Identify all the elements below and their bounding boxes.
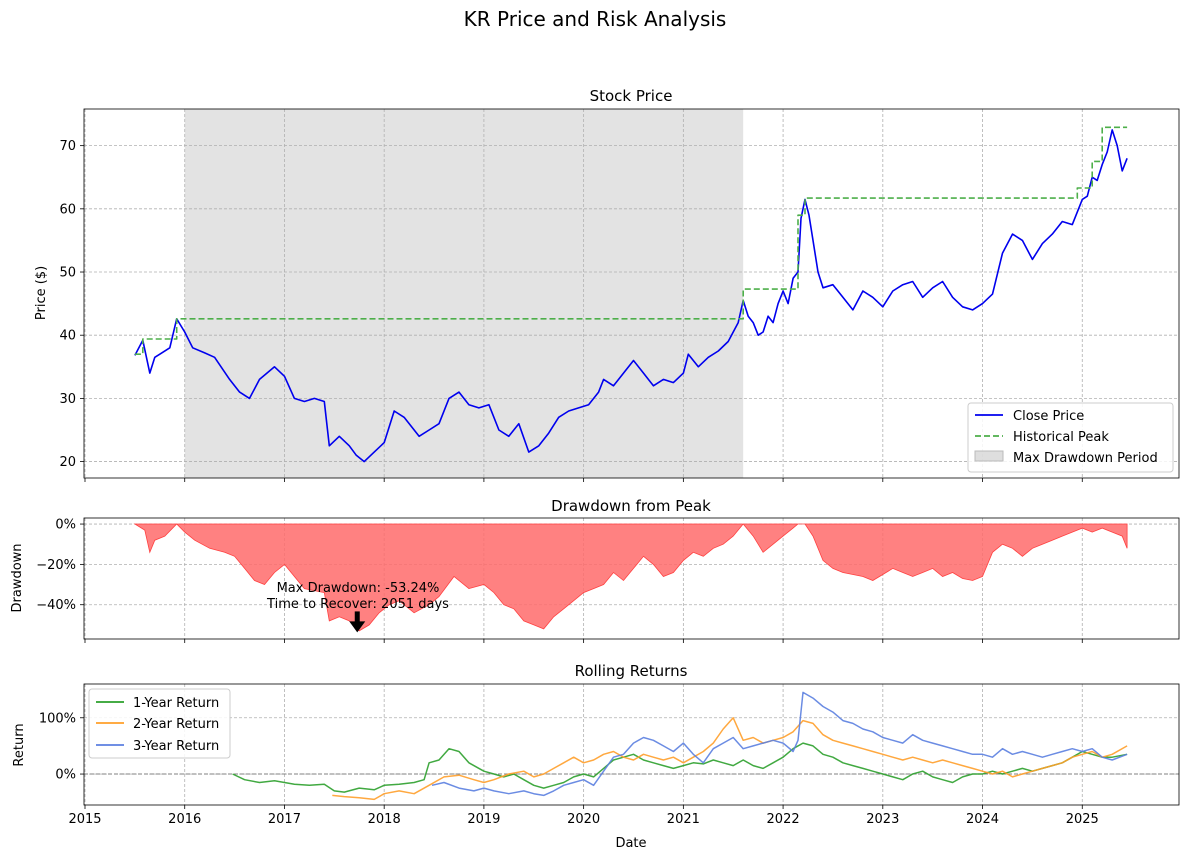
stock-price-title: Stock Price [590,87,673,105]
series-line-3-year-return [431,691,1128,797]
legend-1yr-label: 1-Year Return [133,696,219,711]
annotation-arrow-head [349,621,366,633]
x-tick-label: 2023 [866,812,899,827]
drawdown-area [133,523,1128,632]
y-tick-label: 60 [59,202,76,217]
y-tick-label: 0% [55,518,76,533]
drawdown-ylabel: Drawdown [10,543,25,612]
stock-price-ylabel: Price ($) [34,266,49,320]
legend-drawdown-period-swatch [974,450,1004,462]
rolling-returns-panel: 0% 100% 2015 2016 2017 2018 2019 2020 2021 2022 2… [12,662,1180,827]
rolling-returns-title: Rolling Returns [575,662,688,680]
series-line-close-price [134,129,1128,463]
legend-historical-peak-label: Historical Peak [1013,430,1109,445]
legend-drawdown-period-label: Max Drawdown Period [1013,451,1158,466]
x-tick-label: 2024 [966,812,999,827]
drawdown-panel: 0% −20% −40% Drawdown from Peak Drawdown M… [10,497,1180,643]
x-tick-label: 2022 [767,812,800,827]
series-line-2-year-return [332,717,1128,801]
y-tick-label: 0% [55,768,76,783]
legend-close-price-label: Close Price [1013,409,1084,424]
figure-title: KR Price and Risk Analysis [464,7,727,31]
rolling-returns-ylabel: Return [12,723,27,766]
x-tick-label: 2020 [567,812,600,827]
x-tick-label: 2025 [1066,812,1099,827]
stock-price-axes [83,108,1180,479]
series-line-historical-peak [134,126,1128,356]
y-tick-label: 30 [59,392,76,407]
x-tick-label: 2016 [168,812,201,827]
drawdown-title: Drawdown from Peak [551,497,711,515]
max-drawdown-text: Max Drawdown: -53.24% [277,581,440,596]
legend-2yr-label: 2-Year Return [133,717,219,732]
y-tick-label: 70 [59,139,76,154]
max-drawdown-period-span [184,109,744,478]
y-tick-label: 50 [59,266,76,281]
y-tick-label: −40% [36,598,76,613]
max-drawdown-annotation: Max Drawdown: -53.24% Time to Recover: 2… [266,581,449,633]
legend-3yr-label: 3-Year Return [133,739,219,754]
rolling-returns-legend: 1-Year Return 2-Year Return 3-Year Retur… [88,688,231,759]
rolling-returns-axes [83,683,1180,806]
series-line-1-year-return [232,742,1128,793]
x-axis-label: Date [615,836,646,851]
time-to-recover-text: Time to Recover: 2051 days [266,597,449,612]
stock-price-legend: Close Price Historical Peak Max Drawdown… [967,402,1174,473]
y-tick-label: 40 [59,329,76,344]
x-tick-label: 2017 [268,812,301,827]
y-tick-label: −20% [36,558,76,573]
y-tick-label: 100% [39,711,76,726]
x-tick-label: 2018 [368,812,401,827]
x-tick-label: 2019 [467,812,500,827]
y-tick-label: 20 [59,455,76,470]
drawdown-axes [83,517,1180,640]
stock-price-panel: 20 30 40 50 60 70 Stock Price Price ($) Close… [34,87,1180,482]
x-tick-label: 2021 [667,812,700,827]
x-tick-label: 2015 [68,812,101,827]
